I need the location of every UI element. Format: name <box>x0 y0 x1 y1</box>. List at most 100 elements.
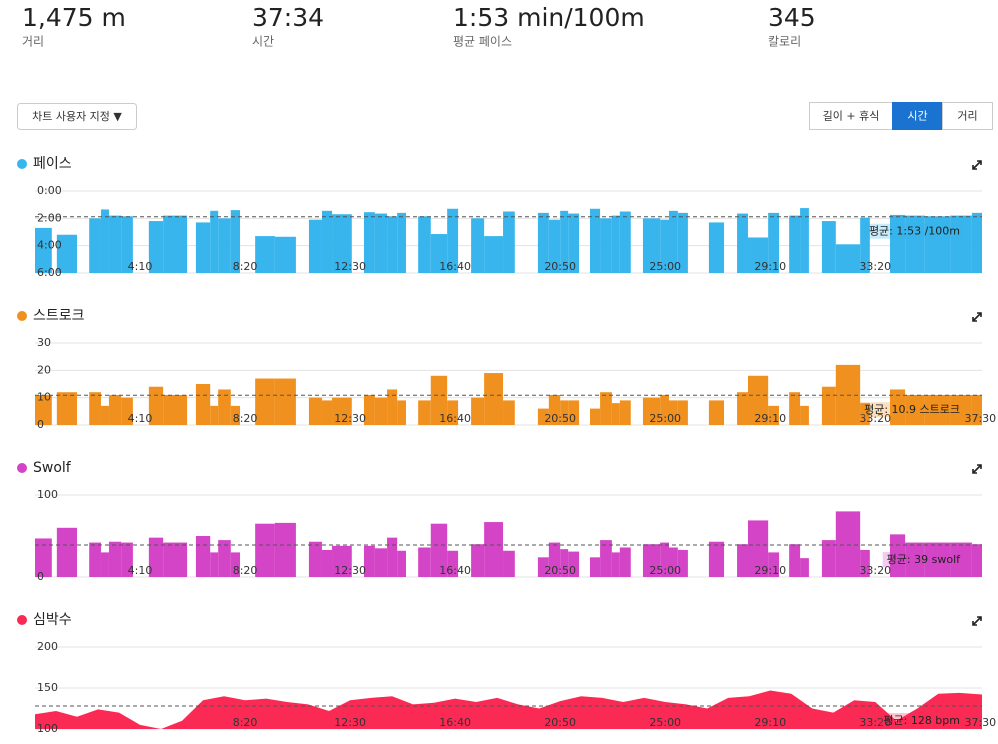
x-tick-label: 12:30 <box>334 412 366 425</box>
bar <box>195 536 211 577</box>
bar <box>600 218 612 273</box>
bar <box>789 544 801 577</box>
x-tick-label: 20:50 <box>544 716 576 729</box>
bar <box>387 389 398 425</box>
bar <box>737 544 748 577</box>
y-tick-label: 4:00 <box>37 239 62 252</box>
bar <box>747 375 769 425</box>
average-label: 평균: 1:53 /100m <box>869 225 960 238</box>
bar <box>148 386 164 425</box>
bar <box>503 550 515 577</box>
y-tick-label: 0:00 <box>37 184 62 197</box>
bar <box>35 394 52 425</box>
bar <box>230 552 241 577</box>
bar <box>971 394 982 425</box>
bar <box>255 236 275 273</box>
bar <box>484 373 504 425</box>
bar <box>387 537 398 577</box>
bar <box>889 534 906 577</box>
bar <box>905 394 925 425</box>
bar <box>611 403 620 425</box>
x-tick-label: 4:10 <box>128 260 153 273</box>
expand-icon[interactable] <box>972 616 982 626</box>
bar <box>800 405 809 425</box>
bar <box>471 544 485 577</box>
bar <box>418 547 431 577</box>
bar <box>484 236 504 273</box>
legend-dot <box>17 159 27 169</box>
bar <box>821 386 836 425</box>
x-tick-label: 25:00 <box>649 412 681 425</box>
bar <box>537 212 549 273</box>
bar <box>668 547 678 577</box>
bar <box>889 389 906 425</box>
bar <box>308 219 322 273</box>
bar <box>100 552 109 577</box>
bar <box>560 549 569 577</box>
average-label: 평균: 128 bpm <box>883 714 960 727</box>
bar <box>789 392 801 425</box>
bar <box>747 237 769 273</box>
customize-button[interactable]: 차트 사용자 지정 ▼ <box>17 103 137 130</box>
bar <box>148 537 164 577</box>
bar <box>747 520 769 577</box>
bar <box>548 394 561 425</box>
x-tick-label: 20:50 <box>544 412 576 425</box>
bar <box>503 400 515 425</box>
bar <box>800 208 809 273</box>
bar <box>397 400 406 425</box>
bar <box>108 394 122 425</box>
average-box <box>860 402 964 418</box>
bar <box>660 394 669 425</box>
stat-value: 37:34 <box>252 3 324 32</box>
tab-frame <box>809 102 893 130</box>
y-tick-label: 20 <box>37 363 51 376</box>
bar <box>800 558 809 577</box>
bar <box>568 400 580 425</box>
bar <box>230 405 241 425</box>
x-tick-label: 25:00 <box>649 564 681 577</box>
bar <box>860 549 870 577</box>
bar <box>363 394 375 425</box>
chart: 페이스 0:00 2:00 4:00 6:00 4:10 8:20 12:30 16:40 20:… <box>17 156 982 279</box>
bar <box>971 212 982 273</box>
tab-frame <box>942 102 993 130</box>
x-tick-label: 16:40 <box>439 716 471 729</box>
expand-icon[interactable] <box>972 464 982 474</box>
bar <box>471 397 485 425</box>
bar <box>89 218 101 273</box>
view-tab[interactable]: 시간 <box>892 102 943 130</box>
tab-label: 길이 + 휴식 <box>823 110 880 123</box>
bar <box>163 394 188 425</box>
button-frame <box>17 103 137 130</box>
bar <box>668 400 678 425</box>
chart-title: 심박수 <box>33 612 72 628</box>
average-label: 평균: 39 swolf <box>887 553 961 566</box>
bar <box>924 394 951 425</box>
x-tick-label: 25:00 <box>649 716 681 729</box>
legend-dot <box>17 615 27 625</box>
view-tab[interactable]: 길이 + 휴식 <box>809 102 893 130</box>
bar <box>363 545 375 577</box>
y-tick-label: 2:00 <box>37 211 62 224</box>
bar <box>308 541 322 577</box>
bar <box>950 215 972 273</box>
bar <box>255 523 275 577</box>
bar <box>56 392 78 425</box>
bar <box>611 552 620 577</box>
bar <box>35 227 52 273</box>
expand-icon[interactable] <box>972 160 982 170</box>
y-tick-label: 6:00 <box>37 266 62 279</box>
bar <box>148 221 164 273</box>
view-tab[interactable]: 거리 <box>942 102 993 130</box>
bar <box>642 218 661 273</box>
expand-icon[interactable] <box>972 312 982 322</box>
bar <box>905 542 925 577</box>
y-tick-label: 100 <box>37 722 58 735</box>
bar <box>568 551 580 577</box>
bar <box>619 400 631 425</box>
bar <box>56 527 78 577</box>
x-tick-label: 8:20 <box>233 412 258 425</box>
bar <box>600 540 612 577</box>
bar <box>821 221 836 273</box>
